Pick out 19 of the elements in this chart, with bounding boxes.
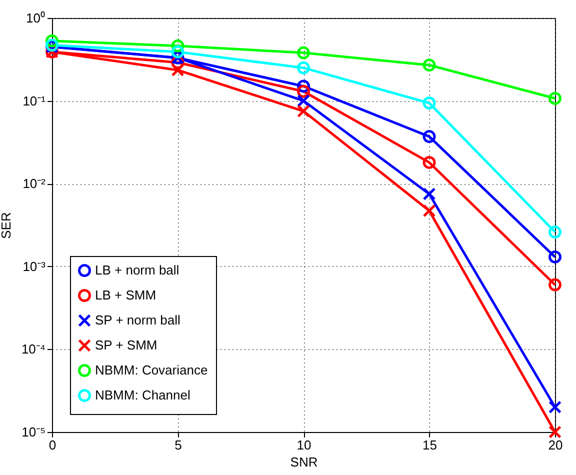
x-tick-label: 15 bbox=[422, 438, 437, 452]
x-tick-label: 20 bbox=[548, 438, 563, 452]
legend-label: SP + norm ball bbox=[95, 312, 180, 328]
y-axis-title: SER bbox=[0, 212, 14, 239]
legend-label: NBMM: Channel bbox=[95, 388, 190, 402]
legend-label: NBMM: Covariance bbox=[95, 362, 208, 378]
y-tick-label: 10⁰ bbox=[26, 10, 46, 26]
x-axis-title: SNR bbox=[290, 454, 318, 470]
x-tick-label: 5 bbox=[174, 438, 182, 452]
y-tick-label: 10⁻¹ bbox=[22, 93, 46, 108]
x-tick-label: 10 bbox=[296, 438, 312, 452]
x-tick-label: 0 bbox=[48, 438, 56, 452]
y-tick-label: 10⁻⁵ bbox=[22, 424, 46, 440]
legend-label: SP + SMM bbox=[95, 338, 158, 352]
legend-label: LB + SMM bbox=[95, 288, 156, 302]
y-tick-label: 10⁻² bbox=[22, 176, 46, 192]
y-tick-label: 10⁻⁴ bbox=[21, 342, 46, 357]
y-tick-label: 10⁻³ bbox=[22, 258, 46, 274]
legend-label: LB + norm ball bbox=[95, 262, 180, 278]
